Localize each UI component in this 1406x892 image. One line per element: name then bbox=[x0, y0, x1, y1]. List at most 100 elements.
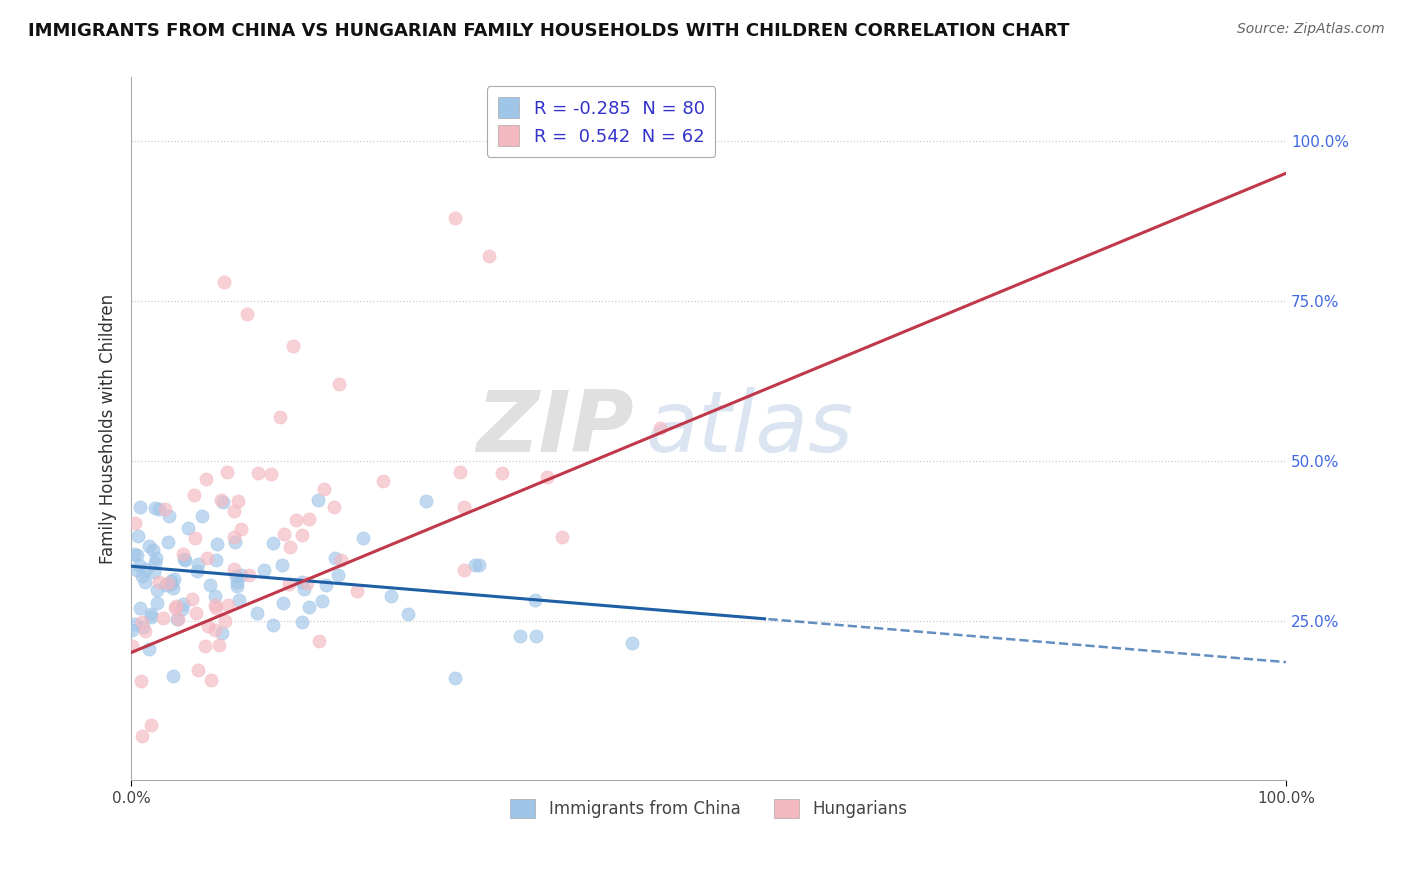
Point bbox=[162, 581, 184, 595]
Point bbox=[165, 599, 187, 613]
Point bbox=[281, 339, 304, 353]
Point bbox=[307, 493, 329, 508]
Point bbox=[346, 584, 368, 599]
Point bbox=[523, 592, 546, 607]
Point bbox=[247, 467, 270, 481]
Point bbox=[183, 488, 205, 502]
Text: ZIP: ZIP bbox=[475, 387, 634, 470]
Point bbox=[145, 551, 167, 566]
Point bbox=[229, 568, 252, 582]
Point bbox=[200, 673, 222, 688]
Point bbox=[160, 574, 183, 588]
Point bbox=[186, 564, 208, 578]
Point bbox=[163, 600, 186, 615]
Point bbox=[198, 578, 221, 592]
Point bbox=[187, 663, 209, 677]
Point bbox=[162, 669, 184, 683]
Point bbox=[187, 558, 209, 572]
Point bbox=[211, 626, 233, 640]
Point bbox=[238, 567, 260, 582]
Point bbox=[222, 562, 245, 576]
Point bbox=[208, 638, 231, 652]
Point bbox=[129, 601, 152, 615]
Point bbox=[204, 590, 226, 604]
Point bbox=[153, 501, 176, 516]
Point bbox=[143, 500, 166, 515]
Point bbox=[194, 472, 217, 486]
Point bbox=[224, 535, 246, 549]
Point bbox=[132, 620, 155, 634]
Point bbox=[172, 602, 194, 616]
Point bbox=[135, 562, 157, 576]
Point bbox=[205, 553, 228, 567]
Point bbox=[129, 674, 152, 689]
Point bbox=[177, 521, 200, 535]
Point bbox=[273, 527, 295, 541]
Point bbox=[138, 641, 160, 656]
Point bbox=[190, 509, 212, 524]
Point bbox=[142, 542, 165, 557]
Point bbox=[308, 634, 330, 648]
Point bbox=[157, 508, 180, 523]
Text: Source: ZipAtlas.com: Source: ZipAtlas.com bbox=[1237, 22, 1385, 37]
Point bbox=[231, 522, 253, 536]
Point bbox=[262, 617, 284, 632]
Point bbox=[228, 493, 250, 508]
Point bbox=[122, 547, 145, 561]
Point bbox=[225, 569, 247, 583]
Point bbox=[246, 606, 269, 620]
Point bbox=[269, 409, 291, 424]
Point bbox=[148, 502, 170, 516]
Point bbox=[536, 470, 558, 484]
Point bbox=[217, 465, 239, 479]
Point bbox=[280, 540, 302, 554]
Point bbox=[155, 578, 177, 592]
Point bbox=[491, 467, 513, 481]
Point bbox=[156, 534, 179, 549]
Point bbox=[156, 575, 179, 590]
Point bbox=[125, 563, 148, 577]
Point bbox=[143, 565, 166, 579]
Point bbox=[139, 607, 162, 621]
Point bbox=[415, 493, 437, 508]
Point bbox=[160, 576, 183, 591]
Point bbox=[271, 596, 294, 610]
Point bbox=[323, 550, 346, 565]
Point bbox=[197, 618, 219, 632]
Point bbox=[125, 548, 148, 562]
Point bbox=[211, 495, 233, 509]
Point bbox=[297, 575, 319, 590]
Legend: Immigrants from China, Hungarians: Immigrants from China, Hungarians bbox=[503, 792, 914, 825]
Point bbox=[138, 539, 160, 553]
Point bbox=[184, 606, 207, 620]
Point bbox=[464, 558, 486, 573]
Point bbox=[396, 607, 419, 621]
Y-axis label: Family Households with Children: Family Households with Children bbox=[100, 293, 117, 564]
Point bbox=[204, 598, 226, 612]
Point bbox=[468, 558, 491, 573]
Point bbox=[277, 576, 299, 591]
Point bbox=[328, 377, 350, 392]
Point bbox=[323, 500, 346, 514]
Text: atlas: atlas bbox=[645, 387, 853, 470]
Point bbox=[509, 630, 531, 644]
Point bbox=[551, 531, 574, 545]
Point bbox=[620, 636, 643, 650]
Point bbox=[131, 615, 153, 629]
Point bbox=[127, 529, 149, 543]
Point bbox=[173, 552, 195, 566]
Point bbox=[134, 624, 156, 638]
Point bbox=[373, 474, 395, 488]
Point bbox=[143, 556, 166, 570]
Point bbox=[285, 513, 308, 527]
Point bbox=[184, 531, 207, 545]
Point bbox=[209, 493, 232, 508]
Point bbox=[139, 717, 162, 731]
Point bbox=[449, 465, 471, 479]
Point bbox=[180, 591, 202, 606]
Text: IMMIGRANTS FROM CHINA VS HUNGARIAN FAMILY HOUSEHOLDS WITH CHILDREN CORRELATION C: IMMIGRANTS FROM CHINA VS HUNGARIAN FAMIL… bbox=[28, 22, 1070, 40]
Point bbox=[291, 527, 314, 541]
Point bbox=[298, 599, 321, 614]
Point bbox=[205, 537, 228, 551]
Point bbox=[444, 671, 467, 685]
